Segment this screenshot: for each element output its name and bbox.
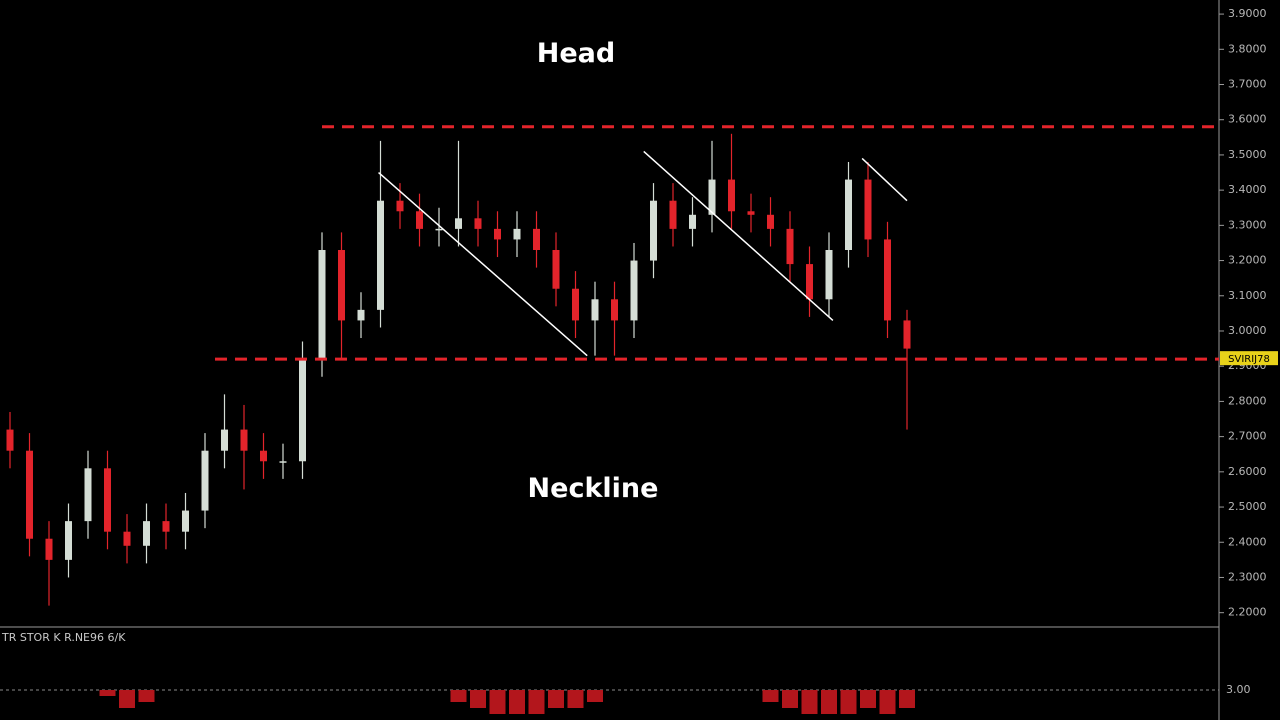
- indicator-bar: [138, 690, 155, 702]
- candle-body: [591, 299, 599, 321]
- candle-body: [825, 250, 833, 300]
- candle-body: [552, 250, 560, 289]
- y-tick-label: 3.9000: [1228, 7, 1267, 20]
- candle-body: [26, 450, 33, 539]
- indicator-bar: [119, 690, 135, 708]
- indicator-bar: [548, 690, 564, 708]
- candle-body: [747, 211, 755, 215]
- candle-body: [474, 218, 482, 229]
- trend-line: [643, 150, 834, 321]
- indicator-bar: [528, 690, 545, 714]
- indicator-bar: [99, 690, 116, 696]
- candle-body: [299, 359, 306, 462]
- y-tick-label: 3.8000: [1228, 42, 1267, 55]
- indicator-bar: [879, 690, 896, 714]
- y-tick-label: 3.4000: [1228, 183, 1267, 196]
- y-tick-label: 3.0000: [1228, 324, 1267, 337]
- candle-body: [279, 461, 287, 463]
- candle-body: [689, 214, 696, 229]
- candle-body: [669, 200, 677, 229]
- candle-body: [396, 200, 404, 212]
- y-tick-label: 3.1000: [1228, 289, 1267, 302]
- indicator-tick-label: 3.00: [1226, 683, 1251, 696]
- indicator-bar: [840, 690, 857, 714]
- y-tick-label: 3.3000: [1228, 218, 1267, 231]
- candle-body: [650, 200, 657, 261]
- candle-body: [201, 450, 209, 511]
- candle-body: [65, 521, 72, 560]
- candle-body: [240, 429, 248, 451]
- candle-body: [708, 179, 716, 215]
- candle-body: [221, 429, 228, 451]
- indicator-bar: [782, 690, 798, 708]
- candle-body: [338, 250, 345, 321]
- indicator-bar: [587, 690, 603, 702]
- indicator-bar: [489, 690, 506, 714]
- candle-body: [416, 211, 423, 229]
- head-annotation: Head: [537, 38, 615, 69]
- candle-body: [84, 468, 92, 522]
- indicator-bar: [450, 690, 467, 702]
- candle-body: [6, 429, 14, 451]
- candle-body: [903, 320, 911, 349]
- y-tick-label: 2.2000: [1228, 606, 1267, 619]
- candle-body: [143, 521, 150, 546]
- candle-body: [786, 228, 794, 265]
- indicator-bar: [801, 690, 818, 714]
- candle-body: [728, 179, 735, 212]
- price-badge-box: [1220, 351, 1278, 366]
- candle-body: [435, 228, 443, 231]
- price-badge: SVIRIJ78: [1228, 354, 1270, 365]
- y-tick-label: 2.3000: [1228, 570, 1267, 583]
- candle-body: [513, 228, 521, 240]
- y-tick-label: 3.7000: [1228, 78, 1267, 91]
- candle-body: [611, 299, 618, 321]
- candle-body: [162, 521, 170, 532]
- candle-body: [630, 260, 638, 321]
- y-tick-label: 2.5000: [1228, 500, 1267, 513]
- candle-body: [377, 200, 384, 310]
- y-tick-label: 3.5000: [1228, 148, 1267, 161]
- y-tick-label: 3.2000: [1228, 254, 1267, 267]
- indicator-bar: [821, 690, 837, 714]
- candle-body: [845, 179, 852, 250]
- candle-body: [806, 264, 813, 300]
- indicator-label: TR STOR K R.NE96 6/K: [1, 631, 126, 644]
- candle-body: [123, 531, 131, 546]
- candle-body: [357, 309, 365, 321]
- candle-body: [455, 218, 462, 229]
- indicator-bar: [860, 690, 876, 708]
- indicator-bar: [470, 690, 486, 708]
- trend-line: [378, 171, 588, 357]
- y-tick-label: 3.6000: [1228, 113, 1267, 126]
- y-tick-label: 2.8000: [1228, 394, 1267, 407]
- candle-body: [494, 228, 501, 240]
- candle-body: [260, 450, 267, 462]
- candle-body: [572, 288, 579, 321]
- indicator-bar: [567, 690, 584, 708]
- candle-body: [533, 228, 540, 250]
- candle-body: [104, 468, 111, 532]
- candle-body: [182, 510, 189, 532]
- indicator-bar: [899, 690, 915, 708]
- y-tick-label: 2.4000: [1228, 535, 1267, 548]
- trend-line: [861, 157, 908, 202]
- y-tick-label: 2.7000: [1228, 430, 1267, 443]
- candle-body: [884, 239, 891, 321]
- candle-body: [45, 538, 53, 560]
- candle-body: [318, 250, 326, 360]
- indicator-bar: [509, 690, 525, 714]
- candle-body: [864, 179, 872, 240]
- y-tick-label: 2.6000: [1228, 465, 1267, 478]
- neckline-annotation: Neckline: [528, 473, 659, 504]
- candle-body: [767, 214, 774, 229]
- indicator-bar: [762, 690, 779, 702]
